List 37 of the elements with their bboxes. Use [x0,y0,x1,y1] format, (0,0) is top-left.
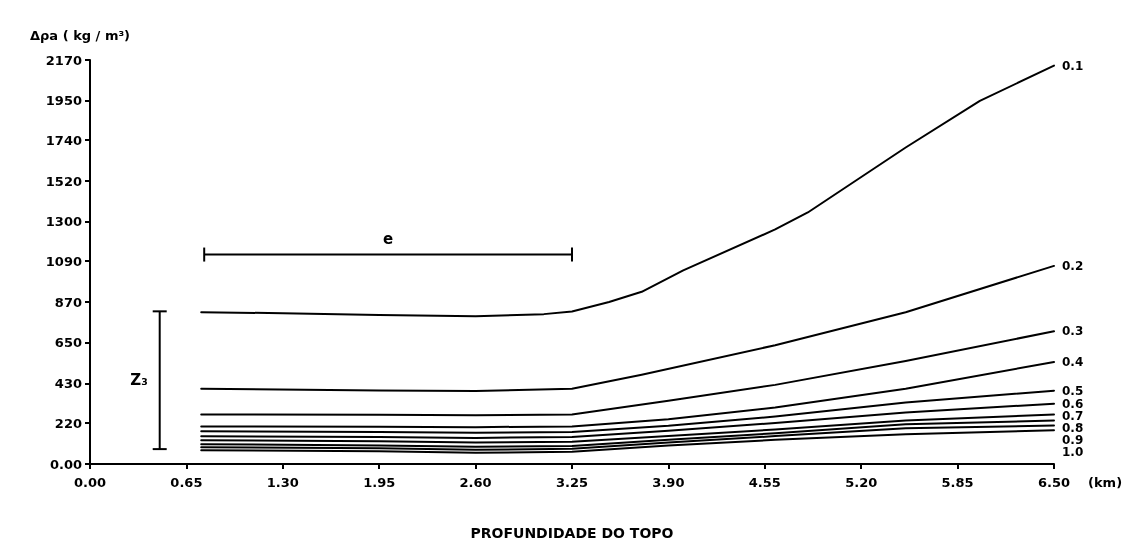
y-tick-label: 650 [54,335,82,351]
series-label: 1.0 [1062,444,1084,459]
series-label: 0.3 [1062,324,1084,339]
text: (km) [1088,475,1123,490]
y-tick-label: 0.00 [49,456,82,472]
annotation: e [383,230,394,249]
series-label: 0.2 [1062,258,1084,273]
series-label: 0.8 [1062,420,1084,435]
x-tick-label: 0.65 [170,475,203,490]
x-tick-label: 1.30 [266,475,299,490]
y-tick-label: 1520 [45,173,82,189]
y-tick-label: 1090 [45,253,82,269]
y-tick-label: 1300 [45,214,82,230]
y-tick-label: 1740 [45,132,82,148]
series-label: 0.1 [1062,58,1084,73]
series-label: 0.9 [1062,432,1084,447]
x-tick-label: 6.50 [1037,475,1071,490]
y-tick-label: 1950 [45,93,82,109]
x-tick-label: 5.20 [845,475,878,490]
x-tick-label: 3.90 [652,475,685,490]
y-tick-label: 430 [54,376,82,392]
y-axis-title: Δρa ( kg / m³) [30,28,131,43]
series-label: 0.7 [1062,408,1084,423]
x-tick-label: 2.60 [459,475,492,490]
annotation: Z₃ [130,371,148,390]
y-tick-label: 2170 [45,52,82,68]
x-tick-label: 4.55 [748,475,781,490]
x-tick-label: 0.00 [73,475,107,490]
series-label: 0.5 [1062,383,1084,398]
x-tick-label: 3.25 [555,475,589,490]
x-tick-label: 1.95 [363,475,396,490]
y-tick-label: 220 [54,415,82,431]
series-label: 0.6 [1062,396,1084,411]
y-tick-label: 870 [54,294,82,310]
x-axis-title: PROFUNDIDADE DO TOPO [470,525,674,541]
series-label: 0.4 [1062,354,1084,369]
x-tick-label: 5.85 [941,475,974,490]
